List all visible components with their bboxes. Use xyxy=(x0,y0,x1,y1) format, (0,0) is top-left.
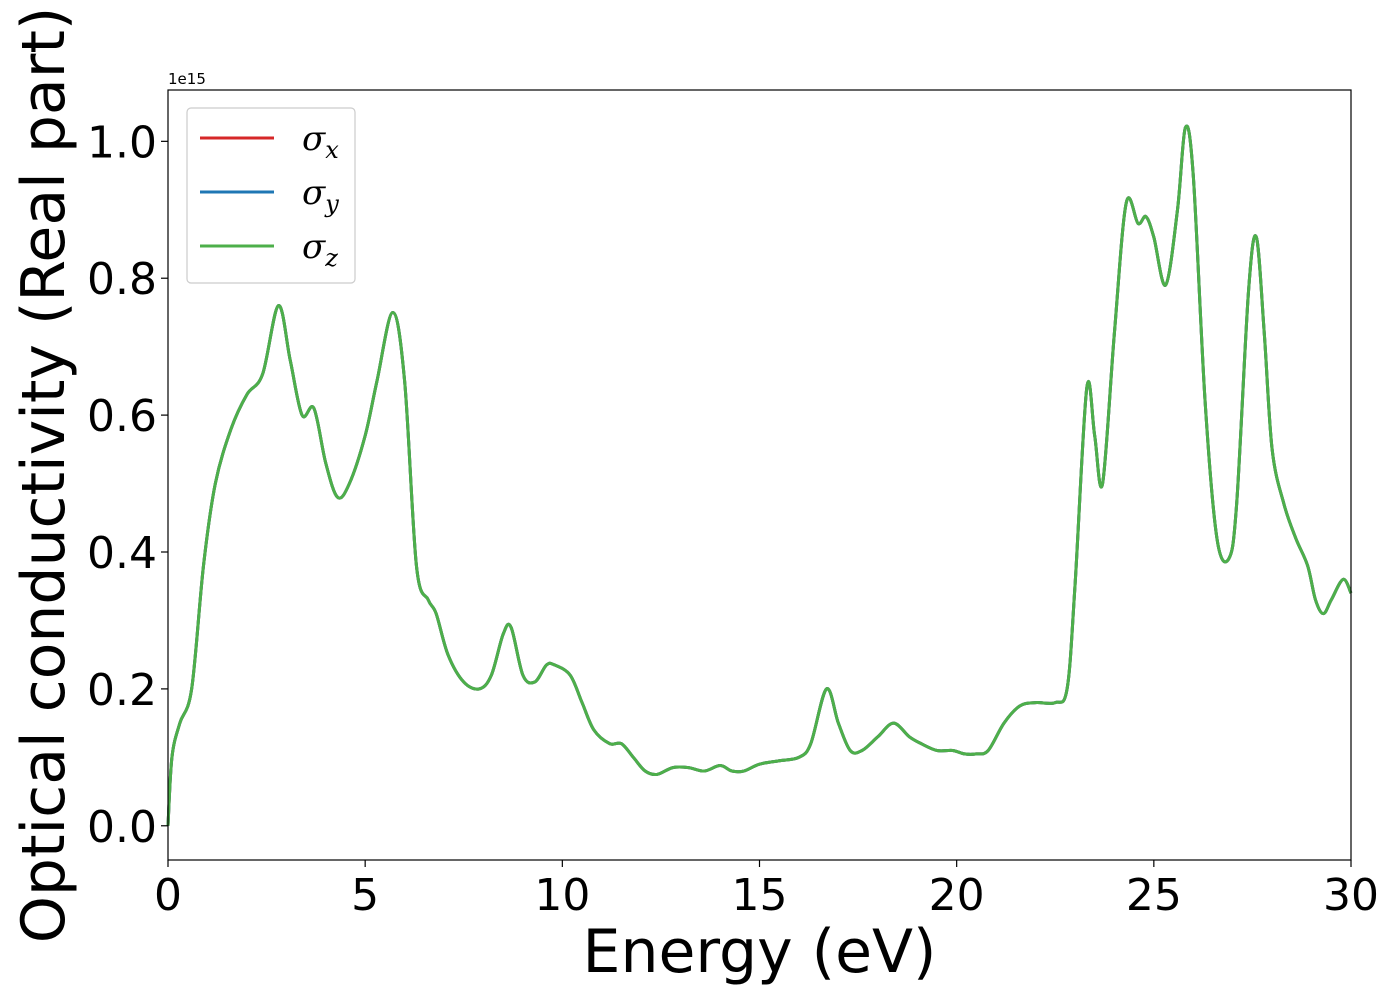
x-tick-label: 0 xyxy=(154,870,182,921)
x-tick-label: 30 xyxy=(1323,870,1379,921)
y-tick-label: 0.2 xyxy=(87,665,157,716)
legend-label: σx xyxy=(302,119,339,164)
x-tick-label: 10 xyxy=(534,870,590,921)
y-tick-label: 1.0 xyxy=(87,117,157,168)
x-tick-label: 20 xyxy=(929,870,985,921)
legend-label: σz xyxy=(302,227,338,272)
y-tick-label: 0.8 xyxy=(87,254,157,305)
y-axis-label: Optical conductivity (Real part) xyxy=(9,7,79,944)
x-axis-ticks: 0 5 10 15 20 25 30 xyxy=(154,860,1379,921)
x-tick-label: 5 xyxy=(351,870,379,921)
legend: σx σy σz xyxy=(186,107,356,284)
y-tick-label: 0.6 xyxy=(87,391,157,442)
y-tick-label: 0.0 xyxy=(87,802,157,853)
y-axis-ticks: 0.0 0.2 0.4 0.6 0.8 1.0 xyxy=(87,117,168,853)
x-axis-label: Energy (eV) xyxy=(583,917,937,987)
x-tick-label: 15 xyxy=(732,870,788,921)
legend-label: σy xyxy=(302,173,339,218)
y-tick-label: 0.4 xyxy=(87,528,157,579)
series-layer xyxy=(166,124,1353,826)
x-tick-label: 25 xyxy=(1126,870,1182,921)
y-offset-label: 1e15 xyxy=(168,70,206,88)
legend-box xyxy=(186,107,356,284)
series-line-sigma-z xyxy=(166,124,1353,826)
